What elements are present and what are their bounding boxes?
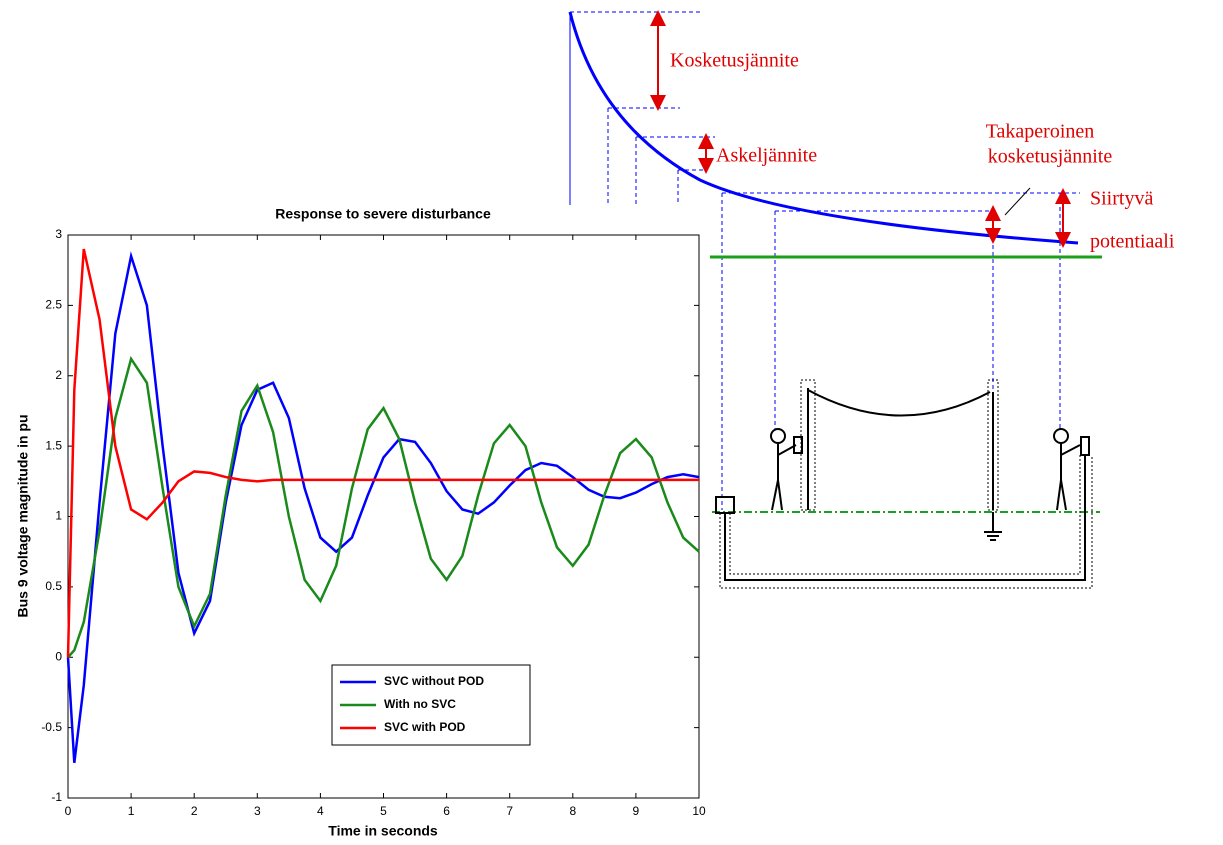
- x-tick-label: 5: [380, 804, 387, 818]
- diagram: Kosketusjännite Askeljännite Takaperoine…: [568, 10, 1175, 589]
- diagram-label: Kosketusjännite: [670, 50, 799, 72]
- probe: [715, 496, 735, 514]
- x-tick-label: 7: [506, 804, 513, 818]
- pointer: [1004, 187, 1031, 216]
- y-tick-label: 2: [55, 368, 62, 382]
- y-tick-label: 0.5: [45, 579, 62, 593]
- y-axis-label: Bus 9 voltage magnitude in pu: [15, 414, 31, 617]
- legend-label: SVC with POD: [384, 720, 466, 734]
- legend: SVC without POD With no SVC SVC with POD: [331, 664, 531, 746]
- diagram-label: kosketusjännite: [988, 146, 1113, 168]
- data-line: [67, 355, 700, 659]
- arrows: [650, 10, 1071, 248]
- x-tick-label: 0: [65, 804, 72, 818]
- x-tick-label: 4: [317, 804, 324, 818]
- legend-label: SVC without POD: [384, 674, 484, 688]
- y-tick-label: 0: [55, 649, 62, 663]
- fence-wire: [807, 388, 994, 510]
- person: [770, 428, 1090, 511]
- dashed-guides: [570, 11, 1080, 510]
- x-tick-label: 1: [128, 804, 135, 818]
- x-axis-label: Time in seconds: [328, 823, 438, 839]
- x-tick-label: 9: [633, 804, 640, 818]
- y-tick-label: -0.5: [41, 720, 62, 734]
- data-line: [66, 248, 699, 658]
- y-tick-label: 1: [55, 509, 62, 523]
- ground-symbol: [984, 512, 1002, 541]
- y-tick-label: -1: [51, 790, 62, 804]
- x-tick-label: 10: [692, 804, 706, 818]
- y-tick-label: 1.5: [45, 438, 62, 452]
- diagram-label: Askeljännite: [716, 145, 817, 167]
- cable-shield: [719, 455, 1093, 589]
- diagram-label: Takaperoinen: [986, 121, 1095, 143]
- chart-title: Response to severe disturbance: [275, 206, 491, 222]
- cable: [724, 455, 1086, 581]
- y-tick-label: 2.5: [45, 298, 62, 312]
- legend-label: With no SVC: [384, 697, 456, 711]
- y-tick-label: 3: [55, 227, 62, 241]
- data-line: [66, 251, 700, 763]
- x-tick-label: 6: [443, 804, 450, 818]
- x-tick-label: 8: [569, 804, 576, 818]
- potential-curve: [568, 11, 1079, 245]
- x-tick-label: 3: [254, 804, 261, 818]
- x-tick-label: 2: [191, 804, 198, 818]
- chart: Response to severe disturbance Time in s…: [15, 206, 706, 839]
- diagram-label: Siirtyvä: [1090, 188, 1153, 210]
- diagram-label: potentiaali: [1090, 231, 1175, 253]
